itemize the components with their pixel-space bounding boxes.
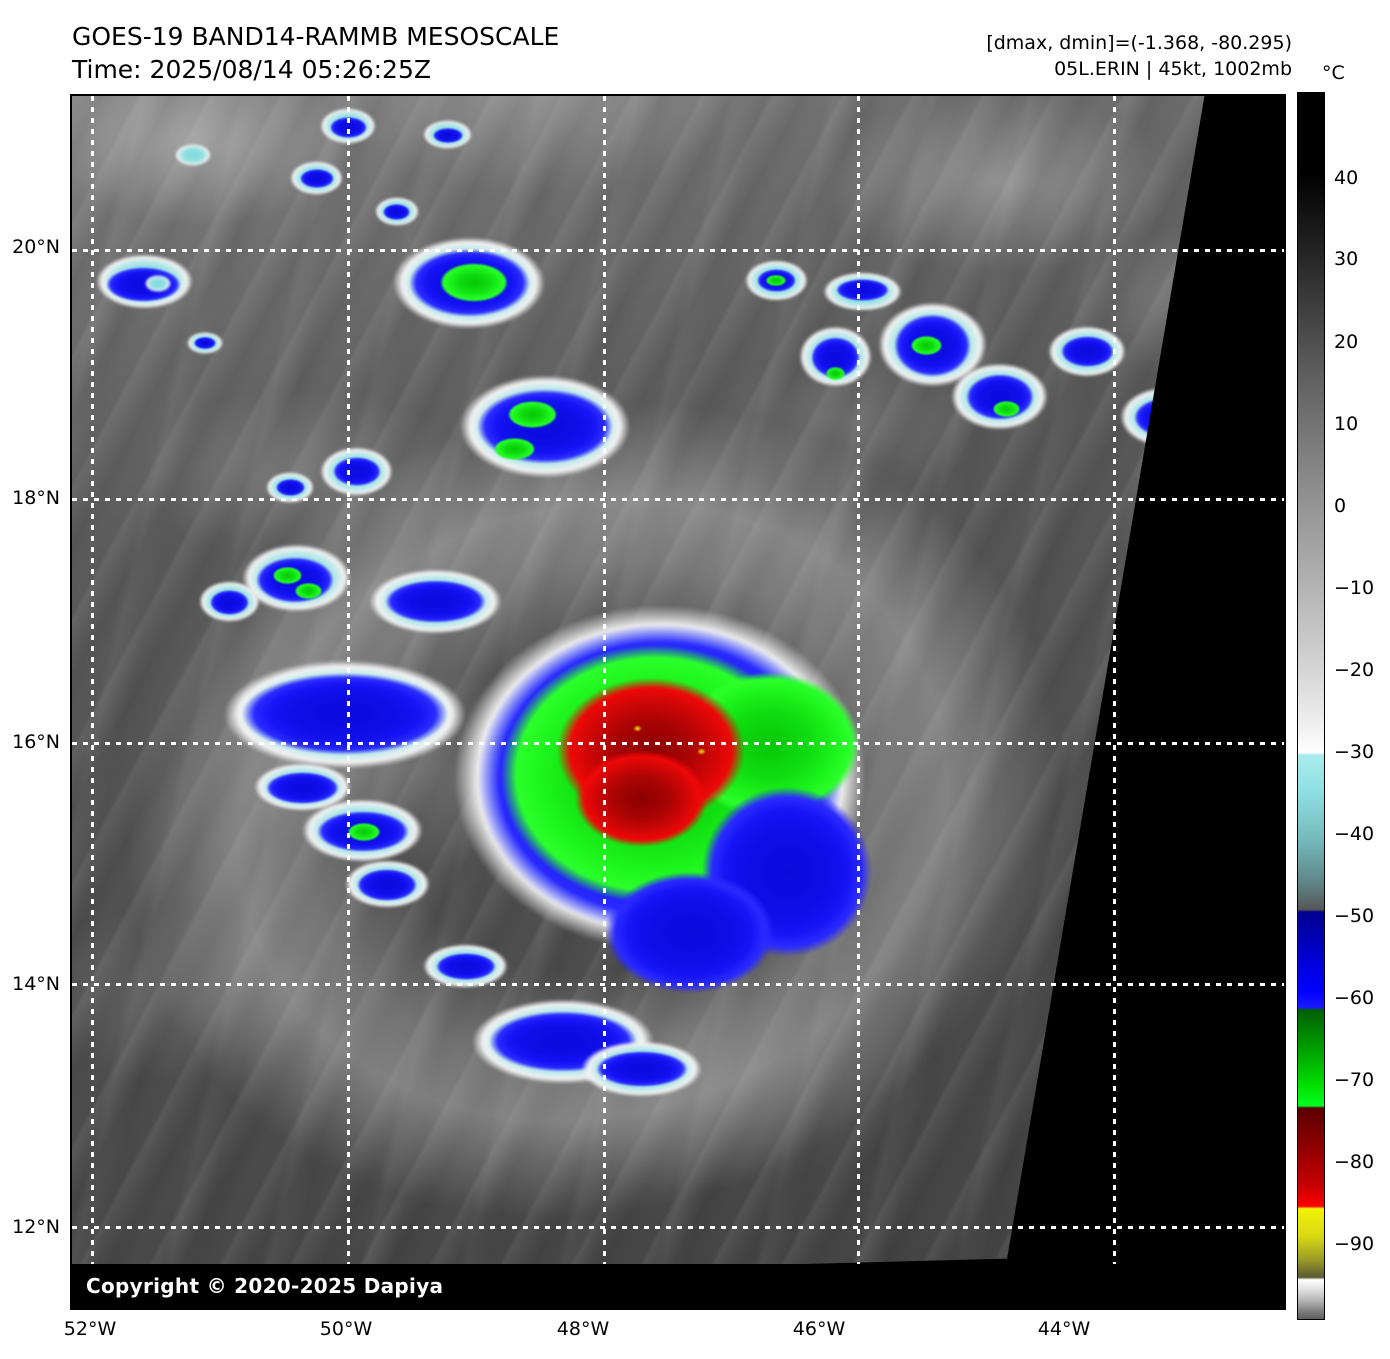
copyright-text: Copyright © 2020-2025 Dapiya xyxy=(86,1274,444,1298)
colorbar-tick-label: −60 xyxy=(1334,987,1375,1009)
cell-core xyxy=(356,869,418,901)
cell-core-cold xyxy=(295,583,322,599)
cell-core-cold xyxy=(348,823,380,842)
cell-core-cold xyxy=(440,263,509,303)
colorbar-tick-label: −30 xyxy=(1334,741,1375,763)
y-tick-label: 18°N xyxy=(12,487,60,509)
cell-core xyxy=(595,1051,688,1088)
colorbar-tick-label: 30 xyxy=(1334,248,1359,270)
x-tick-label: 50°W xyxy=(319,1318,373,1340)
y-tick-label: 14°N xyxy=(12,973,60,995)
cell-core xyxy=(435,952,497,980)
convective-cells-layer xyxy=(72,96,1284,1308)
cell-rim xyxy=(144,275,172,293)
cell-core xyxy=(433,127,464,144)
colorbar-tick-label: −70 xyxy=(1334,1069,1375,1091)
infrared-satellite-image: Copyright © 2020-2025 Dapiya xyxy=(72,96,1284,1308)
cell-core-cold xyxy=(273,567,303,585)
colorbar-tick-label: 10 xyxy=(1334,413,1359,435)
x-tick-label: 48°W xyxy=(556,1318,610,1340)
cell-core xyxy=(1060,335,1115,368)
colorbar-tick-label: 40 xyxy=(1334,167,1359,189)
colorbar-tick-label: −50 xyxy=(1334,905,1375,927)
colorbar-tick-label: 0 xyxy=(1334,495,1347,517)
x-tick-label: 52°W xyxy=(63,1318,117,1340)
x-tick-label: 44°W xyxy=(1037,1318,1091,1340)
colorbar-unit-label: °C xyxy=(1322,62,1345,84)
cell-core-cold xyxy=(766,275,786,287)
x-tick-label: 46°W xyxy=(792,1318,846,1340)
cell-core xyxy=(332,457,382,487)
cell-core xyxy=(210,590,249,615)
cell-core xyxy=(835,279,889,301)
cell-core-cold xyxy=(508,401,557,429)
cell-core xyxy=(194,337,217,350)
cell-core-cold xyxy=(910,335,943,356)
storm-red-core-lower xyxy=(574,750,709,848)
title-line-1: GOES-19 BAND14-RAMMB MESOSCALE xyxy=(72,22,560,51)
page-title: GOES-19 BAND14-RAMMB MESOSCALE Time: 202… xyxy=(72,20,559,86)
colorbar-tick-label: −40 xyxy=(1334,823,1375,845)
storm-min-temp-pixel xyxy=(633,725,642,733)
temperature-colorbar xyxy=(1297,92,1325,1320)
cell-core xyxy=(330,116,367,139)
copyright-bar xyxy=(72,1264,1284,1308)
y-tick-label: 20°N xyxy=(12,236,60,258)
cell-core xyxy=(275,478,305,496)
title-line-2: Time: 2025/08/14 05:26:25Z xyxy=(72,55,431,84)
cell-core xyxy=(384,579,487,624)
colorbar-tick-label: −80 xyxy=(1334,1151,1375,1173)
storm-id-readout: 05L.ERIN | 45kt, 1002mb xyxy=(1054,58,1292,80)
cell-core xyxy=(265,772,339,804)
metadata-block: [dmax, dmin]=(-1.368, -80.295) 05L.ERIN … xyxy=(986,30,1292,82)
colorbar-tick-label: −10 xyxy=(1334,577,1375,599)
y-tick-label: 16°N xyxy=(12,731,60,753)
cell-core-cold xyxy=(993,401,1020,418)
cell-core xyxy=(299,168,334,189)
cell-core-cold xyxy=(825,367,846,380)
colorbar-tick-label: −90 xyxy=(1334,1233,1375,1255)
satellite-plot-frame: Copyright © 2020-2025 Dapiya xyxy=(70,94,1286,1310)
storm-blue-south xyxy=(605,871,775,993)
cell-core-cold xyxy=(493,437,535,460)
colorbar-tick-label: −20 xyxy=(1334,659,1375,681)
storm-min-temp-pixel xyxy=(697,748,706,756)
colorbar-tick-label: 20 xyxy=(1334,331,1359,353)
y-tick-label: 12°N xyxy=(12,1216,60,1238)
cell-core xyxy=(383,203,411,220)
dmax-dmin-readout: [dmax, dmin]=(-1.368, -80.295) xyxy=(986,32,1292,54)
cell-core xyxy=(241,672,448,756)
cell-rim xyxy=(175,144,212,167)
